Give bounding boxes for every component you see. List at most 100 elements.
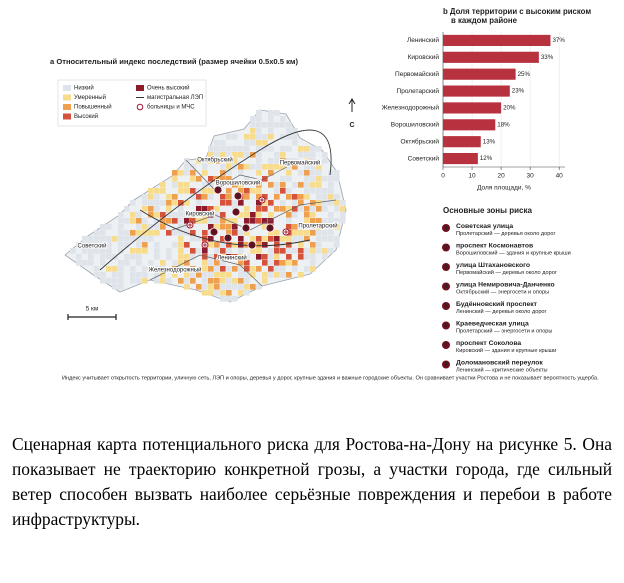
map-cell: [172, 260, 178, 266]
power-line: [139, 209, 311, 247]
map-cell: [310, 230, 316, 236]
map-cell: [250, 272, 256, 278]
map-cell: [148, 194, 154, 200]
map-cell: [262, 206, 268, 212]
map-cell: [88, 242, 94, 248]
map-cell: [226, 188, 232, 194]
map-cell: [292, 200, 298, 206]
map-cell: [178, 206, 184, 212]
district-boundary: [149, 254, 263, 287]
map-cell: [232, 164, 238, 170]
map-cell: [238, 230, 244, 236]
map-cell: [136, 224, 142, 230]
map-cell: [130, 236, 136, 242]
map-cell: [286, 188, 292, 194]
map-cell: [238, 284, 244, 290]
map-cell: [112, 272, 118, 278]
map-cell: [214, 242, 220, 248]
map-cell: [334, 194, 340, 200]
map-cell: [328, 236, 334, 242]
map-cell: [310, 224, 316, 230]
map-cell: [100, 278, 106, 284]
map-cell: [322, 206, 328, 212]
map-cell: [190, 236, 196, 242]
map-cell: [244, 230, 250, 236]
map-cell: [154, 206, 160, 212]
map-cell: [226, 248, 232, 254]
map-cell: [322, 176, 328, 182]
map-cell: [142, 206, 148, 212]
map-cell: [292, 224, 298, 230]
zone-detail: Ленинский — критические объекты: [456, 366, 548, 373]
map-cell: [202, 194, 208, 200]
map-cell: [232, 296, 238, 302]
map-cell: [184, 272, 190, 278]
map-cell: [214, 278, 220, 284]
map-cell: [82, 260, 88, 266]
map-cell: [298, 194, 304, 200]
map-cell: [154, 266, 160, 272]
map-cell: [220, 236, 226, 242]
zone-name: Будённовский проспект: [456, 300, 538, 308]
map-cell: [280, 206, 286, 212]
map-cell: [208, 188, 214, 194]
district-label: Советский: [78, 243, 107, 250]
map-cell: [286, 260, 292, 266]
map-cell: [274, 152, 280, 158]
map-cell: [118, 266, 124, 272]
legend-swatch: [63, 85, 71, 91]
map-cell: [190, 278, 196, 284]
map-cell: [166, 218, 172, 224]
hospital-cross: [188, 223, 192, 227]
map-cell: [220, 254, 226, 260]
value-label: 37%: [552, 37, 565, 44]
map-cell: [226, 146, 232, 152]
map-cell: [292, 266, 298, 272]
map-cell: [328, 212, 334, 218]
scale-bar: [67, 314, 117, 320]
bar: [443, 152, 478, 165]
map-cell: [274, 272, 280, 278]
map-cell: [250, 248, 256, 254]
map-cell: [256, 266, 262, 272]
map-cell: [166, 200, 172, 206]
map-cell: [154, 230, 160, 236]
map-cell: [244, 254, 250, 260]
map-cell: [280, 164, 286, 170]
map-cell: [130, 254, 136, 260]
map-cell: [328, 188, 334, 194]
map-cell: [184, 242, 190, 248]
map-cell: [118, 218, 124, 224]
map-cell: [220, 218, 226, 224]
map-cell: [136, 242, 142, 248]
zone-marker: [265, 223, 275, 233]
map-cell: [232, 200, 238, 206]
map-cell: [94, 236, 100, 242]
zone-name: Советская улица: [456, 223, 513, 230]
map-cell: [274, 110, 280, 116]
map-cell: [268, 182, 274, 188]
map-cell: [208, 260, 214, 266]
map-cell: [148, 266, 154, 272]
map-cell: [178, 170, 184, 176]
map-cell: [196, 284, 202, 290]
map-cell: [118, 248, 124, 254]
map-cell: [124, 242, 130, 248]
map-cell: [184, 254, 190, 260]
legend-label: Очень высокий: [147, 85, 189, 92]
map-cell: [202, 266, 208, 272]
map-cell: [280, 134, 286, 140]
power-line: [99, 129, 332, 271]
map-cell: [286, 242, 292, 248]
map-cell: [304, 254, 310, 260]
map-cell: [238, 188, 244, 194]
map-cell: [268, 200, 274, 206]
map-cell: [202, 218, 208, 224]
map-cell: [154, 272, 160, 278]
map-cell: [214, 224, 220, 230]
map-cell: [244, 266, 250, 272]
map-cell: [244, 194, 250, 200]
map-cell: [268, 158, 274, 164]
map-cell: [262, 122, 268, 128]
map-cell: [298, 254, 304, 260]
